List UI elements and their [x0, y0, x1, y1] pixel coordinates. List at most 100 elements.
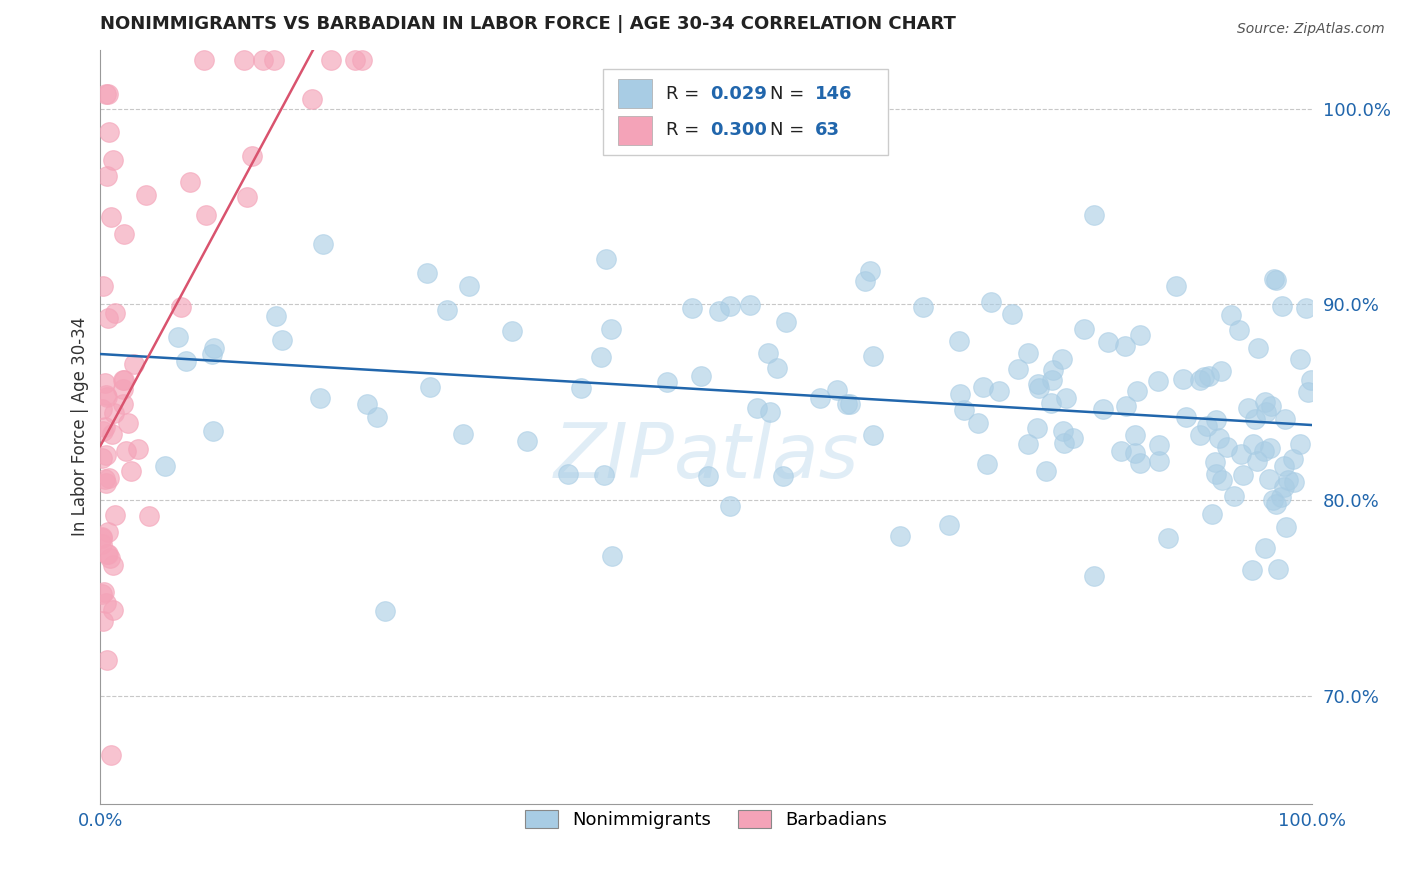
Point [312, 236, 335, 251]
Point [1289, 436, 1312, 450]
Point [90, 531, 112, 545]
Point [1189, 373, 1212, 387]
Point [602, 549, 624, 564]
Point [202, 341, 225, 355]
Point [94, 472, 117, 486]
Point [825, 383, 848, 397]
Point [101, 153, 124, 167]
Point [1171, 372, 1194, 386]
Point [1216, 440, 1239, 454]
Point [1028, 381, 1050, 395]
Point [775, 315, 797, 329]
Point [94, 87, 117, 101]
Point [97, 524, 120, 539]
Point [201, 424, 224, 438]
Point [96, 652, 118, 666]
Point [416, 266, 439, 280]
Point [1282, 475, 1305, 489]
Point [1270, 490, 1292, 504]
Point [90, 402, 112, 417]
Point [266, 310, 288, 324]
Point [1296, 385, 1319, 400]
Point [853, 274, 876, 288]
Point [756, 346, 779, 360]
Point [1192, 369, 1215, 384]
Point [1247, 342, 1270, 356]
Point [111, 373, 134, 387]
Point [1025, 420, 1047, 434]
Point [94, 419, 117, 434]
Point [1254, 395, 1277, 409]
Point [179, 175, 201, 189]
Point [738, 298, 761, 312]
Point [419, 379, 441, 393]
Point [718, 499, 741, 513]
Point [1205, 413, 1227, 427]
Point [1115, 399, 1137, 413]
Point [270, 333, 292, 347]
Point [569, 381, 592, 395]
Point [1267, 562, 1289, 576]
Point [309, 391, 332, 405]
Point [120, 465, 142, 479]
Point [235, 190, 257, 204]
Point [1301, 373, 1323, 387]
Point [1157, 531, 1180, 545]
Point [170, 300, 193, 314]
Text: ZIPatlas: ZIPatlas [554, 420, 859, 494]
Point [1091, 402, 1114, 417]
Point [117, 417, 139, 431]
Point [100, 210, 122, 224]
Point [949, 387, 972, 401]
Point [112, 397, 135, 411]
Point [745, 401, 768, 416]
Point [103, 508, 125, 522]
Point [374, 603, 396, 617]
Point [1053, 436, 1076, 450]
Point [91, 531, 114, 545]
Point [501, 324, 523, 338]
Point [101, 426, 124, 441]
Point [301, 92, 323, 106]
Point [97, 547, 120, 561]
Point [1246, 454, 1268, 468]
Point [837, 397, 859, 411]
Point [97, 310, 120, 325]
Point [1260, 441, 1282, 455]
Point [839, 397, 862, 411]
Point [352, 53, 374, 67]
Point [1254, 405, 1277, 419]
Point [980, 295, 1002, 310]
Point [1052, 424, 1074, 438]
Point [103, 406, 125, 420]
Point [859, 264, 882, 278]
Point [1230, 447, 1253, 461]
Point [153, 458, 176, 473]
Point [591, 350, 613, 364]
Point [948, 334, 970, 349]
Point [1001, 307, 1024, 321]
Point [593, 468, 616, 483]
Point [1007, 361, 1029, 376]
Point [1201, 508, 1223, 522]
Point [810, 392, 832, 406]
Point [1253, 443, 1275, 458]
Point [1063, 431, 1085, 445]
Point [1189, 427, 1212, 442]
Point [436, 303, 458, 318]
Text: N =: N = [770, 121, 810, 139]
Point [1149, 454, 1171, 468]
Point [1097, 334, 1119, 349]
Point [101, 558, 124, 572]
Point [1275, 520, 1298, 534]
Point [1164, 278, 1187, 293]
Point [176, 354, 198, 368]
Point [97, 87, 120, 101]
Point [91, 279, 114, 293]
Text: NONIMMIGRANTS VS BARBADIAN IN LABOR FORCE | AGE 30-34 CORRELATION CHART: NONIMMIGRANTS VS BARBADIAN IN LABOR FORC… [100, 15, 956, 33]
Point [1083, 569, 1105, 583]
Point [681, 301, 703, 316]
Point [90, 451, 112, 466]
Point [1263, 493, 1285, 508]
Point [1265, 497, 1288, 511]
